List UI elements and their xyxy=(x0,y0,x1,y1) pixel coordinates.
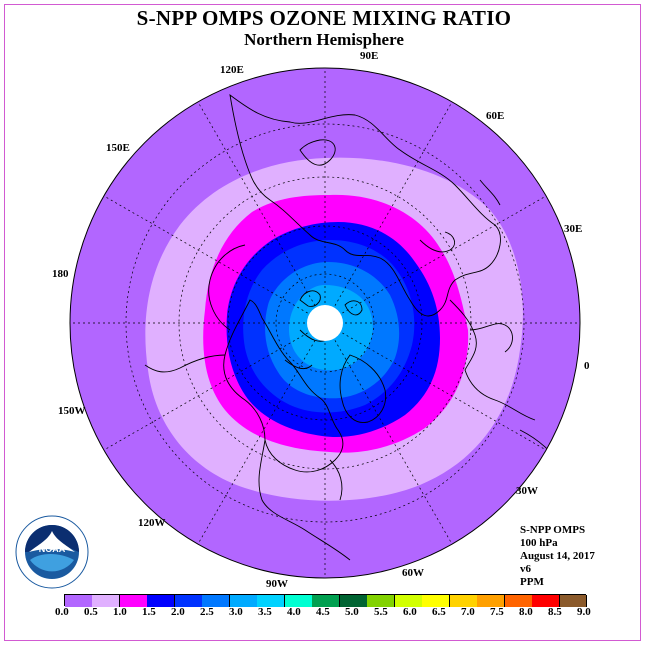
info-version: v6 xyxy=(520,563,531,575)
colorbar-tick-label: 1.5 xyxy=(142,606,156,618)
colorbar-tick-label: 2.5 xyxy=(200,606,214,618)
colorbar-swatch xyxy=(312,595,341,607)
colorbar-tick-label: 4.0 xyxy=(287,606,301,618)
lon-label-60w: 60W xyxy=(402,567,424,579)
colorbar-tick-label: 6.0 xyxy=(403,606,417,618)
map-boundary xyxy=(69,67,581,579)
lon-label-90e: 90E xyxy=(360,50,379,62)
lon-label-90w: 90W xyxy=(266,578,288,590)
colorbar-tick-label: 9.0 xyxy=(577,606,591,618)
lon-label-150w: 150W xyxy=(58,405,86,417)
colorbar-tick-label: 5.5 xyxy=(374,606,388,618)
colorbar-tick-label: 8.0 xyxy=(519,606,533,618)
colorbar-swatch xyxy=(559,595,588,607)
figure-frame xyxy=(4,4,641,641)
colorbar-tick-label: 7.0 xyxy=(461,606,475,618)
lon-label-180: 180 xyxy=(52,268,69,280)
noaa-logo: NOAA xyxy=(15,515,89,589)
colorbar-tick-label: 1.0 xyxy=(113,606,127,618)
colorbar-tick-label: 2.0 xyxy=(171,606,185,618)
lon-label-150e: 150E xyxy=(106,142,130,154)
lon-label-60e: 60E xyxy=(486,110,505,122)
info-date: August 14, 2017 xyxy=(520,550,595,562)
colorbar-tick-label: 6.5 xyxy=(432,606,446,618)
colorbar-tick-label: 0.0 xyxy=(55,606,69,618)
colorbar xyxy=(64,594,588,607)
colorbar-swatch xyxy=(394,595,423,607)
colorbar-tick-label: 7.5 xyxy=(490,606,504,618)
colorbar-swatch xyxy=(477,595,506,607)
lon-label-120e: 120E xyxy=(220,64,244,76)
colorbar-swatch xyxy=(147,595,176,607)
colorbar-tick-label: 3.5 xyxy=(258,606,272,618)
lon-label-30e: 30E xyxy=(564,223,583,235)
colorbar-tick-label: 8.5 xyxy=(548,606,562,618)
noaa-logo-text: NOAA xyxy=(39,544,66,554)
colorbar-swatch xyxy=(229,595,258,607)
lon-label-120w: 120W xyxy=(138,517,166,529)
info-level: 100 hPa xyxy=(520,537,558,549)
info-units: PPM xyxy=(520,576,544,588)
lon-label-0: 0 xyxy=(584,360,590,372)
colorbar-tick-label: 3.0 xyxy=(229,606,243,618)
colorbar-tick-label: 5.0 xyxy=(345,606,359,618)
colorbar-tick-label: 0.5 xyxy=(84,606,98,618)
coastlines xyxy=(144,93,566,561)
map-subtitle: Northern Hemisphere xyxy=(244,30,404,49)
lon-label-30w: 30W xyxy=(516,485,538,497)
pole-data-gap xyxy=(307,305,343,341)
map-title: S-NPP OMPS OZONE MIXING RATIO xyxy=(136,6,512,30)
info-instrument: S-NPP OMPS xyxy=(520,524,586,536)
product-info: S-NPP OMPS 100 hPa August 14, 2017 v6 PP… xyxy=(520,524,595,589)
colorbar-tick-label: 4.5 xyxy=(316,606,330,618)
